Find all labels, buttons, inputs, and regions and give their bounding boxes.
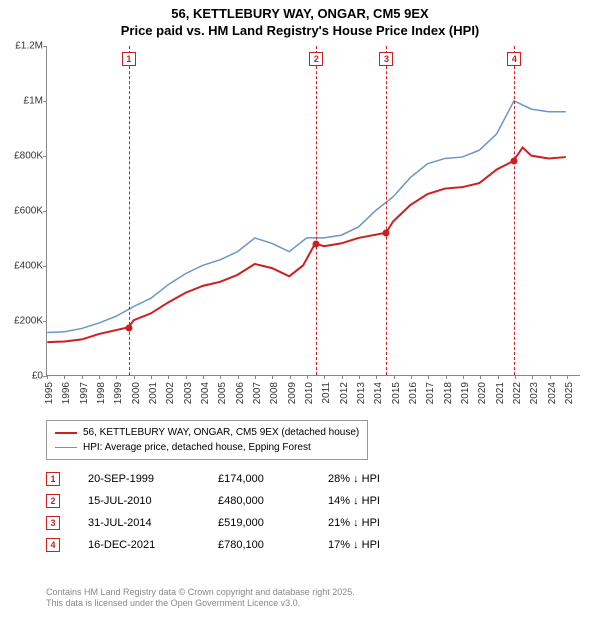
transaction-row: 3 31-JUL-2014£519,00021% ↓ HPI	[46, 512, 438, 534]
legend-row-hpi: HPI: Average price, detached house, Eppi…	[55, 440, 359, 455]
transaction-price: £480,000	[218, 495, 328, 507]
transaction-row-marker: 3	[46, 516, 60, 530]
transaction-marker: 1	[122, 52, 136, 66]
transaction-price: £174,000	[218, 473, 328, 485]
ytick-label: £1M	[3, 96, 43, 107]
transaction-marker: 3	[379, 52, 393, 66]
transaction-diff: 14% ↓ HPI	[328, 495, 438, 507]
transaction-vline	[386, 46, 387, 375]
chart-plot-area: £0£200K£400K£600K£800K£1M£1.2M1995199619…	[46, 46, 580, 376]
transaction-vline	[514, 46, 515, 375]
transaction-diff: 17% ↓ HPI	[328, 539, 438, 551]
transaction-dot	[383, 230, 390, 237]
legend-label-property: 56, KETTLEBURY WAY, ONGAR, CM5 9EX (deta…	[83, 425, 359, 440]
transaction-price: £780,100	[218, 539, 328, 551]
transaction-row: 4 16-DEC-2021£780,10017% ↓ HPI	[46, 534, 438, 556]
transaction-date: 16-DEC-2021	[88, 539, 218, 551]
transaction-row: 2 15-JUL-2010£480,00014% ↓ HPI	[46, 490, 438, 512]
transaction-row-marker: 2	[46, 494, 60, 508]
legend-row-property: 56, KETTLEBURY WAY, ONGAR, CM5 9EX (deta…	[55, 425, 359, 440]
transaction-diff: 21% ↓ HPI	[328, 517, 438, 529]
transaction-price: £519,000	[218, 517, 328, 529]
transaction-row-marker: 1	[46, 472, 60, 486]
legend-swatch-hpi	[55, 447, 77, 449]
transaction-date: 20-SEP-1999	[88, 473, 218, 485]
transaction-vline	[316, 46, 317, 375]
transaction-table: 1 20-SEP-1999£174,00028% ↓ HPI 2 15-JUL-201…	[46, 468, 438, 556]
transaction-marker: 4	[507, 52, 521, 66]
chart-container: 56, KETTLEBURY WAY, ONGAR, CM5 9EX Price…	[0, 0, 600, 620]
ytick-label: £1.2M	[3, 41, 43, 52]
title-line-1: 56, KETTLEBURY WAY, ONGAR, CM5 9EX	[0, 6, 600, 23]
ytick-label: £200K	[3, 316, 43, 327]
title-block: 56, KETTLEBURY WAY, ONGAR, CM5 9EX Price…	[0, 0, 600, 42]
transaction-row-marker: 4	[46, 538, 60, 552]
transaction-dot	[511, 158, 518, 165]
transaction-marker: 2	[309, 52, 323, 66]
series-line-hpi	[47, 101, 566, 333]
ytick-label: £0	[3, 371, 43, 382]
ytick-label: £800K	[3, 151, 43, 162]
footer-line-1: Contains HM Land Registry data © Crown c…	[46, 587, 355, 599]
transaction-diff: 28% ↓ HPI	[328, 473, 438, 485]
series-line-property	[47, 147, 566, 342]
footer-attribution: Contains HM Land Registry data © Crown c…	[46, 587, 355, 610]
transaction-row: 1 20-SEP-1999£174,00028% ↓ HPI	[46, 468, 438, 490]
footer-line-2: This data is licensed under the Open Gov…	[46, 598, 355, 610]
legend-box: 56, KETTLEBURY WAY, ONGAR, CM5 9EX (deta…	[46, 420, 368, 460]
transaction-date: 31-JUL-2014	[88, 517, 218, 529]
legend-label-hpi: HPI: Average price, detached house, Eppi…	[83, 440, 311, 455]
transaction-date: 15-JUL-2010	[88, 495, 218, 507]
transaction-dot	[125, 325, 132, 332]
ytick-label: £600K	[3, 206, 43, 217]
ytick-label: £400K	[3, 261, 43, 272]
transaction-dot	[313, 241, 320, 248]
legend-swatch-property	[55, 432, 77, 434]
title-line-2: Price paid vs. HM Land Registry's House …	[0, 23, 600, 40]
